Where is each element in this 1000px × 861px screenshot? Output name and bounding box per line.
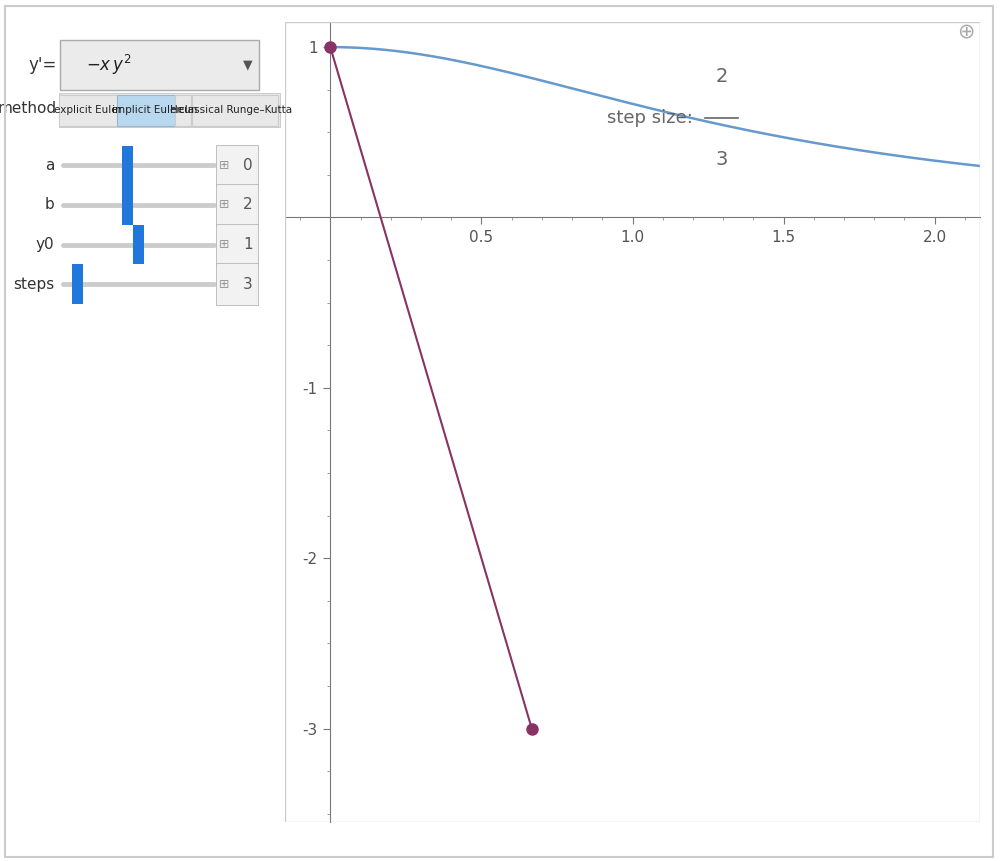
FancyBboxPatch shape bbox=[72, 264, 83, 304]
FancyBboxPatch shape bbox=[133, 225, 144, 264]
Text: classical Runge–Kutta: classical Runge–Kutta bbox=[179, 105, 292, 115]
Text: method: method bbox=[0, 101, 57, 116]
Text: ⊞: ⊞ bbox=[218, 277, 229, 291]
Text: ⊞: ⊞ bbox=[218, 238, 229, 251]
Text: steps: steps bbox=[13, 276, 54, 292]
FancyBboxPatch shape bbox=[216, 184, 258, 226]
FancyBboxPatch shape bbox=[216, 145, 258, 186]
Text: explicit Euler: explicit Euler bbox=[54, 105, 122, 115]
Text: 3: 3 bbox=[243, 276, 253, 292]
FancyBboxPatch shape bbox=[122, 146, 133, 185]
Text: step size:: step size: bbox=[607, 108, 702, 127]
FancyBboxPatch shape bbox=[192, 95, 278, 126]
Text: 1: 1 bbox=[243, 237, 253, 252]
Text: 2: 2 bbox=[243, 197, 253, 213]
FancyBboxPatch shape bbox=[175, 95, 191, 126]
Text: $-x\,y^2$: $-x\,y^2$ bbox=[86, 53, 131, 77]
Text: b: b bbox=[44, 197, 54, 213]
FancyBboxPatch shape bbox=[59, 95, 117, 126]
FancyBboxPatch shape bbox=[60, 40, 259, 90]
Text: 3: 3 bbox=[715, 150, 728, 169]
FancyBboxPatch shape bbox=[122, 185, 133, 225]
Text: y'=: y'= bbox=[29, 57, 57, 74]
FancyBboxPatch shape bbox=[216, 263, 258, 305]
Text: Heun: Heun bbox=[170, 105, 197, 115]
Text: y0: y0 bbox=[36, 237, 54, 252]
FancyBboxPatch shape bbox=[117, 95, 175, 126]
Text: ▼: ▼ bbox=[243, 58, 253, 71]
Text: implicit Euler: implicit Euler bbox=[112, 105, 180, 115]
Text: ⊕: ⊕ bbox=[958, 22, 975, 41]
Text: 0: 0 bbox=[243, 158, 253, 173]
Text: a: a bbox=[45, 158, 54, 173]
Text: 2: 2 bbox=[715, 66, 728, 85]
Text: ⊞: ⊞ bbox=[218, 158, 229, 172]
Text: ⊞: ⊞ bbox=[218, 198, 229, 212]
FancyBboxPatch shape bbox=[59, 93, 280, 127]
FancyBboxPatch shape bbox=[216, 224, 258, 265]
